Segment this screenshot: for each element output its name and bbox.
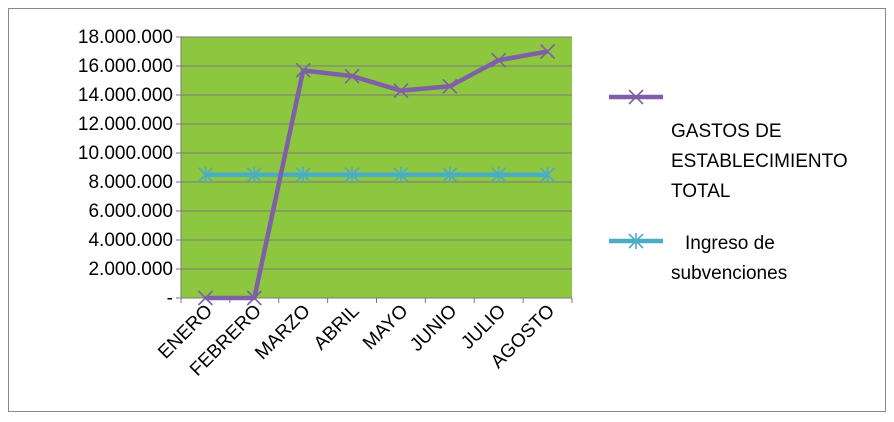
data-point — [344, 166, 360, 183]
legend-item-0: GASTOS DE ESTABLECIMIENTO TOTAL — [609, 89, 848, 202]
y-tick-label: 10.000.000 — [78, 143, 173, 164]
legend-label: Ingreso de — [685, 233, 775, 254]
series-line — [205, 49, 548, 301]
plot-area — [181, 37, 572, 298]
x-tick-label: MARZO — [251, 301, 314, 364]
data-point — [491, 52, 507, 68]
y-tick-label: 16.000.000 — [78, 56, 173, 77]
data-point — [344, 68, 360, 84]
gridlines — [181, 36, 572, 270]
legend-marker — [628, 233, 644, 249]
y-tick-label: 12.000.000 — [78, 114, 173, 135]
legend-label: ESTABLECIMIENTO — [671, 151, 848, 172]
data-point — [295, 62, 311, 78]
y-tick-label: 2.000.000 — [88, 259, 173, 280]
data-point — [539, 166, 556, 183]
y-tick-label: 18.000.000 — [78, 27, 173, 48]
x-tick-label: ABRIL — [310, 301, 364, 355]
data-point — [197, 290, 214, 306]
legend-label: GASTOS DE — [671, 121, 782, 142]
x-tick-label: JUNIO — [406, 301, 461, 356]
data-point — [539, 43, 556, 60]
data-point — [442, 78, 458, 94]
y-axis-ticks: - 2.000.000 4.000.000 6.000.000 8.000.000 10.… — [78, 27, 181, 309]
data-point — [442, 166, 458, 183]
legend-label: TOTAL — [671, 181, 730, 202]
data-point — [393, 83, 409, 99]
series-1 — [197, 166, 556, 183]
legend: GASTOS DE ESTABLECIMIENTO TOTAL Ingreso de s… — [609, 89, 848, 284]
data-point — [246, 166, 262, 183]
y-tick-label: 14.000.000 — [78, 85, 173, 106]
legend-item-1: Ingreso de subvenciones — [609, 233, 787, 284]
data-point — [295, 166, 311, 183]
legend-marker — [628, 89, 644, 105]
chart-frame: - 2.000.000 4.000.000 6.000.000 8.000.000 10.… — [8, 8, 886, 412]
y-tick-label: - — [167, 288, 173, 309]
data-point — [246, 290, 262, 306]
data-point — [491, 166, 507, 183]
y-tick-label: 6.000.000 — [88, 201, 173, 222]
data-point — [197, 166, 214, 183]
x-tick-label: MAYO — [359, 301, 412, 354]
data-point — [393, 166, 409, 183]
series-group — [197, 43, 556, 306]
series-0 — [197, 43, 556, 306]
x-axis-ticks: ENEROFEBREROMARZOABRILMAYOJUNIOJULIOAGOS… — [154, 298, 573, 380]
legend-label: subvenciones — [671, 263, 787, 284]
y-tick-label: 8.000.000 — [88, 172, 173, 193]
line-chart: - 2.000.000 4.000.000 6.000.000 8.000.000 10.… — [78, 27, 848, 380]
y-tick-label: 4.000.000 — [88, 230, 173, 251]
